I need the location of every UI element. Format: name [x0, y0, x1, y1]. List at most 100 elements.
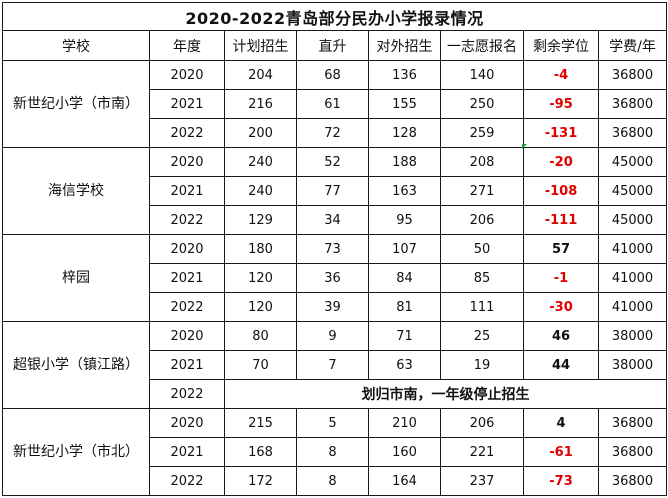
- first-choice-cell: 271: [440, 176, 524, 206]
- plan-cell: 216: [224, 89, 297, 119]
- remaining-cell: 57: [523, 234, 599, 264]
- year-cell: 2020: [149, 234, 225, 264]
- table-row: 海信学校 2020 240 52 188 208 -20 45000: [2, 147, 667, 235]
- year-cell: 2020: [149, 147, 225, 177]
- direct-cell: 73: [296, 234, 369, 264]
- table-row: 2022 172 8 164 237 -73 36800: [3, 466, 667, 496]
- tuition-cell: 41000: [598, 263, 667, 293]
- table-row: 超银小学（镇江路） 2020 80 9 71 25 46 38000: [2, 321, 667, 409]
- external-cell: 81: [368, 292, 441, 322]
- external-cell: 84: [368, 263, 441, 293]
- plan-cell: 180: [224, 234, 297, 264]
- year-cell: 2022: [149, 118, 225, 148]
- external-cell: 95: [368, 205, 441, 235]
- remaining-cell: -131: [523, 118, 599, 148]
- direct-cell: 68: [296, 60, 369, 90]
- year-cell: 2021: [149, 89, 225, 119]
- plan-cell: 70: [224, 350, 297, 380]
- tuition-cell: 36800: [598, 466, 667, 496]
- table-title: 2020-2022青岛部分民办小学报录情况: [2, 2, 667, 31]
- note-cell: 划归市南，一年级停止招生: [224, 379, 667, 409]
- tuition-cell: 45000: [598, 147, 667, 177]
- plan-cell: 215: [224, 408, 297, 438]
- direct-cell: 5: [296, 408, 369, 438]
- external-cell: 160: [368, 437, 441, 467]
- external-cell: 155: [368, 89, 441, 119]
- table-row: 新世纪小学（市南） 2020 204 68 136 140 -4 36800: [2, 60, 667, 148]
- header-direct: 直升: [296, 30, 369, 61]
- first-choice-cell: 19: [440, 350, 524, 380]
- remaining-cell: -4: [523, 60, 599, 90]
- header-external: 对外招生: [368, 30, 441, 61]
- remaining-cell: 4: [523, 408, 599, 438]
- external-cell: 107: [368, 234, 441, 264]
- external-cell: 136: [368, 60, 441, 90]
- external-cell: 188: [368, 147, 441, 177]
- plan-cell: 240: [224, 147, 297, 177]
- school-name: 新世纪小学（市北）: [2, 408, 150, 496]
- header-row: 学校 年度 计划招生 直升 对外招生 一志愿报名 剩余学位 学费/年: [2, 30, 667, 61]
- first-choice-cell: 25: [440, 321, 524, 351]
- year-cell: 2020: [149, 321, 225, 351]
- tuition-cell: 38000: [598, 350, 667, 380]
- plan-cell: 80: [224, 321, 297, 351]
- direct-cell: 61: [296, 89, 369, 119]
- external-cell: 71: [368, 321, 441, 351]
- first-choice-cell: 206: [440, 408, 524, 438]
- direct-cell: 72: [296, 118, 369, 148]
- direct-cell: 8: [296, 437, 369, 467]
- direct-cell: 39: [296, 292, 369, 322]
- school-name: 梓园: [2, 234, 150, 322]
- plan-cell: 120: [224, 292, 297, 322]
- header-tuition: 学费/年: [598, 30, 667, 61]
- tuition-cell: 36800: [598, 60, 667, 90]
- direct-cell: 8: [296, 466, 369, 496]
- school-name: 海信学校: [2, 147, 150, 235]
- external-cell: 63: [368, 350, 441, 380]
- plan-cell: 168: [224, 437, 297, 467]
- year-cell: 2020: [149, 60, 225, 90]
- tuition-cell: 36800: [598, 437, 667, 467]
- external-cell: 128: [368, 118, 441, 148]
- remaining-cell: -73: [523, 466, 599, 496]
- first-choice-cell: 208: [440, 147, 524, 177]
- tuition-cell: 41000: [598, 292, 667, 322]
- remaining-cell: -111: [523, 205, 599, 235]
- tuition-cell: 36800: [598, 118, 667, 148]
- table-row: 2021 120 36 84 85 -1 41000: [3, 263, 667, 293]
- year-cell: 2020: [149, 408, 225, 438]
- remaining-cell: -61: [523, 437, 599, 467]
- year-cell: 2021: [149, 437, 225, 467]
- plan-cell: 129: [224, 205, 297, 235]
- direct-cell: 77: [296, 176, 369, 206]
- plan-cell: 204: [224, 60, 297, 90]
- direct-cell: 36: [296, 263, 369, 293]
- tuition-cell: 38000: [598, 321, 667, 351]
- first-choice-cell: 221: [440, 437, 524, 467]
- external-cell: 210: [368, 408, 441, 438]
- school-name: 新世纪小学（市南）: [2, 60, 150, 148]
- tuition-cell: 41000: [598, 234, 667, 264]
- external-cell: 164: [368, 466, 441, 496]
- direct-cell: 7: [296, 350, 369, 380]
- first-choice-cell: 85: [440, 263, 524, 293]
- table-row: 2022 129 34 95 206 -111 45000: [3, 205, 667, 235]
- remaining-cell: -30: [523, 292, 599, 322]
- header-plan: 计划招生: [224, 30, 297, 61]
- table-row: 新世纪小学（市北） 2020 215 5 210 206 4 36800: [2, 408, 667, 496]
- table-row: 2021 70 7 63 19 44 38000: [3, 350, 667, 380]
- first-choice-cell: 206: [440, 205, 524, 235]
- remaining-cell: 46: [523, 321, 599, 351]
- header-school: 学校: [2, 30, 150, 61]
- tuition-cell: 45000: [598, 176, 667, 206]
- direct-cell: 34: [296, 205, 369, 235]
- remaining-cell: -95: [523, 89, 599, 119]
- year-cell: 2022: [149, 379, 225, 409]
- tuition-cell: 36800: [598, 89, 667, 119]
- header-first-choice: 一志愿报名: [440, 30, 524, 61]
- table-row: 2022 120 39 81 111 -30 41000: [3, 292, 667, 322]
- first-choice-cell: 250: [440, 89, 524, 119]
- year-cell: 2021: [149, 350, 225, 380]
- header-remaining: 剩余学位: [523, 30, 599, 61]
- tuition-cell: 36800: [598, 408, 667, 438]
